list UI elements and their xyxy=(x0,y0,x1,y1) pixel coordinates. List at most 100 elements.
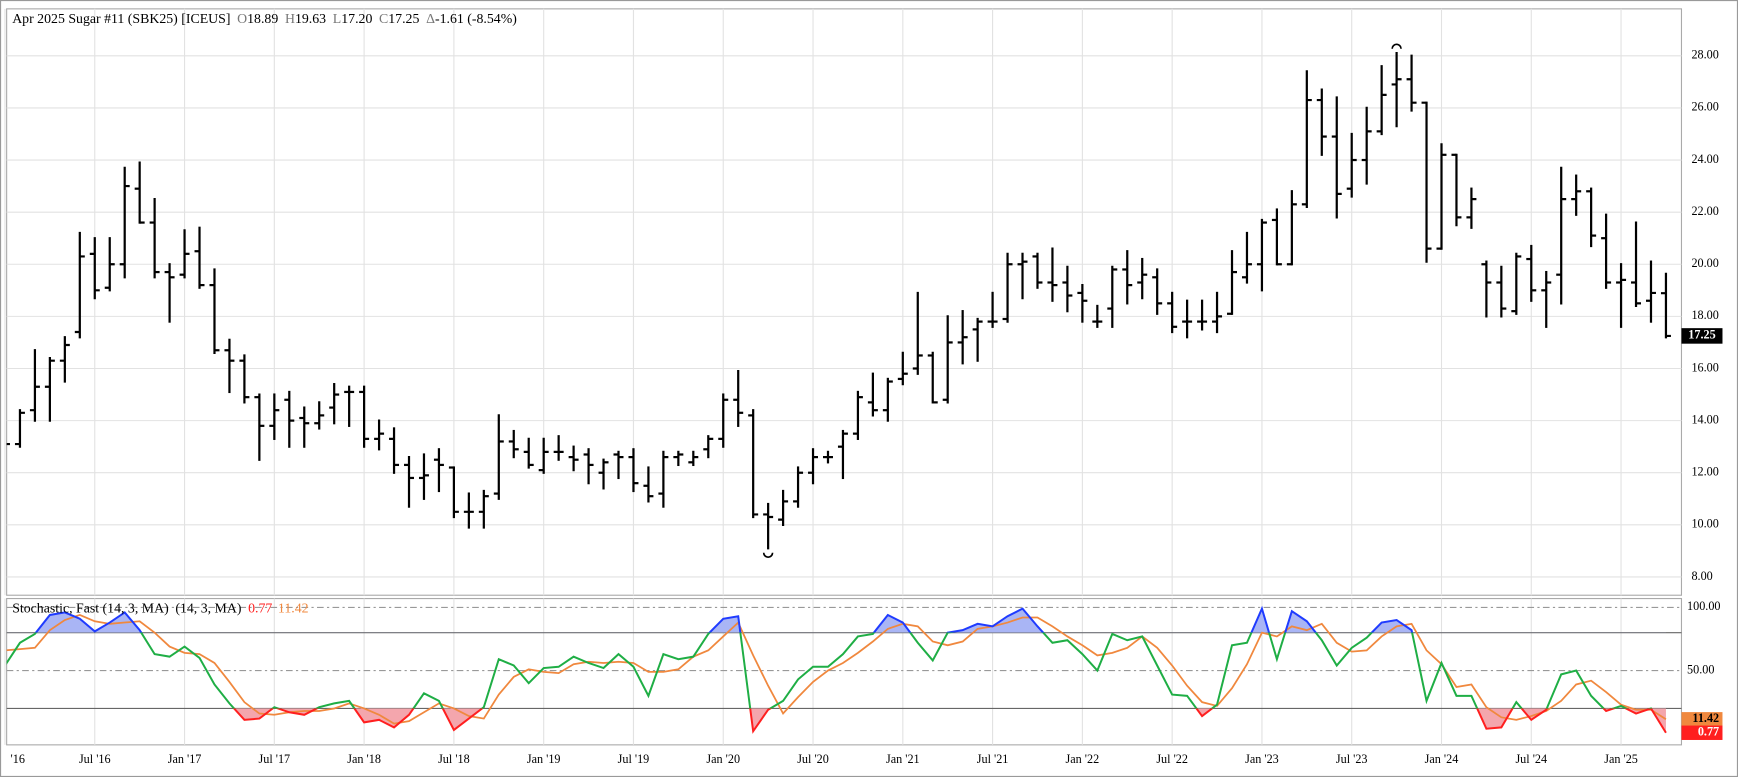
x-tick-label: Jan '22 xyxy=(1066,752,1100,766)
last-price-label: 17.25 xyxy=(1688,328,1715,342)
ohlc-bar xyxy=(553,435,564,461)
ohlc-bar xyxy=(1212,291,1223,334)
ohlc-bar xyxy=(1376,65,1387,136)
ohlc-bar xyxy=(1346,132,1357,198)
ohlc-bar xyxy=(733,369,744,427)
quote-prefix: L xyxy=(333,11,341,26)
ohlc-bar xyxy=(1331,96,1342,219)
ohlc-bar xyxy=(1182,299,1193,339)
ohlc-bar xyxy=(1601,213,1612,289)
ohlc-bar xyxy=(673,450,684,467)
y-tick-label: 8.00 xyxy=(1691,569,1712,583)
x-tick-label: Jul '19 xyxy=(618,752,650,766)
d-value-box xyxy=(1681,712,1723,727)
quote-value: 17.20 xyxy=(341,11,372,26)
x-tick-label: Jul '16 xyxy=(79,752,111,766)
bars xyxy=(6,52,1671,550)
ohlc-bar xyxy=(1122,250,1133,305)
ohlc-bar xyxy=(1017,252,1028,300)
ohlc-bar xyxy=(793,466,804,508)
ohlc-bar xyxy=(1241,231,1252,284)
ohlc-bar xyxy=(269,393,280,440)
ohlc-bar xyxy=(613,450,624,480)
ohlc-bar xyxy=(1436,143,1447,250)
ohlc-bar xyxy=(1271,208,1282,266)
ohlc-bar xyxy=(628,448,639,493)
ohlc-bar xyxy=(1077,283,1088,323)
ohlc-bar xyxy=(703,435,714,459)
stochastic-pane xyxy=(6,597,1683,746)
ohlc-bar xyxy=(1586,187,1597,248)
ohlc-bar xyxy=(14,409,25,448)
ohlc-bar xyxy=(823,450,833,464)
x-tick-label: Jul '23 xyxy=(1336,752,1368,766)
ohlc-bar xyxy=(523,437,534,469)
ohlc-bar xyxy=(104,237,115,292)
plot: '16 Jul '16 Jan '17 Jul '17 Jan '18 Jul '18 Ja… xyxy=(4,8,1723,766)
k-value-label: 0.77 xyxy=(1698,725,1719,739)
k-value-box xyxy=(1681,725,1723,740)
quote-value: 18.89 xyxy=(247,11,278,26)
y-tick-label: 24.00 xyxy=(1691,152,1718,166)
low-marker xyxy=(762,552,774,558)
d-value: 11.42 xyxy=(278,601,309,616)
ohlc-bar xyxy=(448,466,459,519)
quote-prefix: O xyxy=(237,11,247,26)
x-tick-label: Jul '21 xyxy=(977,752,1009,766)
x-tick-label: Jan '21 xyxy=(886,752,920,766)
stochastic-lines xyxy=(6,605,1667,734)
stochastic-header: Stochastic, Fast (14, 3, MA) (14, 3, MA) 0… xyxy=(12,601,308,617)
x-tick-label: Jan '23 xyxy=(1245,752,1279,766)
oversold-area xyxy=(6,708,1666,733)
ohlc-bar xyxy=(1032,252,1043,289)
ohlc-bar xyxy=(1646,260,1656,323)
ohlc-bar xyxy=(1197,299,1208,331)
ohlc-bar xyxy=(538,437,549,474)
ohlc-bar xyxy=(404,455,414,508)
subtitle: (14, 3, MA) xyxy=(175,601,241,617)
ohlc-bar xyxy=(568,445,579,472)
ohlc-bar xyxy=(1421,101,1432,263)
ohlc-bar xyxy=(1002,252,1013,323)
ohlc-bar xyxy=(882,377,893,422)
ohlc-bar xyxy=(134,161,145,224)
ohlc-bar xyxy=(1526,244,1537,302)
ohlc-bar xyxy=(374,419,385,451)
ohlc-bar xyxy=(1556,166,1567,305)
ohlc-bar xyxy=(748,409,759,519)
header: Apr 2025 Sugar #11 (SBK25) [ICEUS] O18.89… xyxy=(12,11,517,27)
ohlc-bar xyxy=(972,317,983,362)
ohlc-bar xyxy=(852,390,863,440)
ohlc-bar xyxy=(299,406,310,448)
ohlc-bar xyxy=(912,291,923,375)
ohlc-bar xyxy=(164,263,175,323)
ohlc-bar xyxy=(493,414,504,500)
ohlc-bar xyxy=(149,197,160,279)
ohlc-bar xyxy=(688,450,699,467)
ohlc-bar xyxy=(89,237,100,300)
d-value-label: 11.42 xyxy=(1692,711,1719,725)
title: Apr 2025 Sugar #11 (SBK25) [ICEUS] xyxy=(12,11,230,27)
ohlc-bar xyxy=(1631,221,1642,308)
ohlc-bar xyxy=(1167,291,1178,334)
ohlc-bar xyxy=(1062,265,1073,313)
ohlc-bar xyxy=(119,166,130,279)
ohlc-bar xyxy=(1227,250,1237,315)
ohlc-bar xyxy=(1301,70,1312,209)
ohlc-bar xyxy=(1571,174,1582,216)
ohlc-bar xyxy=(1466,187,1477,229)
quote-value: 17.25 xyxy=(388,11,419,26)
price-pane xyxy=(6,8,1683,596)
ohlc-bar xyxy=(1256,218,1267,292)
x-tick-label: Jan '20 xyxy=(706,752,740,766)
title: Stochastic, Fast (14, 3, MA) xyxy=(12,601,168,617)
quote-prefix: Δ xyxy=(426,11,435,26)
quote-prefix: H xyxy=(285,11,295,26)
ohlc-bar xyxy=(1316,88,1327,156)
y-tick-label: 20.00 xyxy=(1691,256,1718,270)
ohlc-bar xyxy=(1541,270,1552,328)
ohlc-bar xyxy=(194,226,205,289)
y-tick-label: 100.00 xyxy=(1687,599,1721,613)
